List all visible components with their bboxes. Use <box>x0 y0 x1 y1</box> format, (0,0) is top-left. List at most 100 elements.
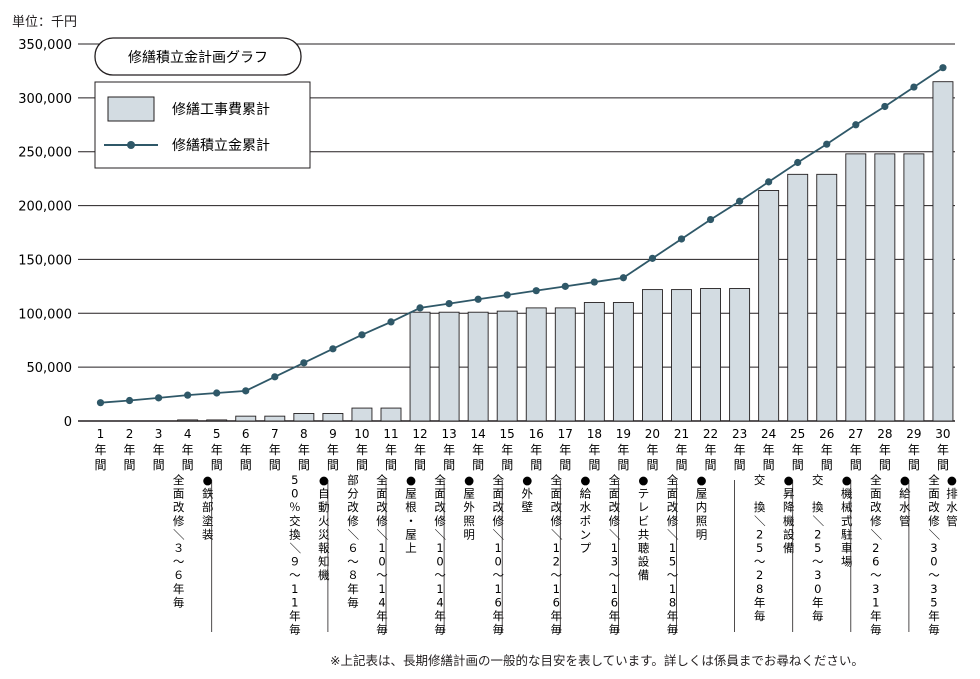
annotation-char: ／ <box>811 515 825 527</box>
annotation-char: ● <box>522 473 532 487</box>
annotation-char: 面 <box>667 487 679 501</box>
annotation-char: 1 <box>669 541 676 555</box>
annotation-char: 修 <box>667 514 679 528</box>
annotation-char: 外 <box>522 487 534 501</box>
x-category-label: 9 年間 <box>327 427 339 472</box>
annotation-char: 毎 <box>870 623 882 637</box>
x-category-number: 11 <box>383 427 398 441</box>
x-category-suffix: 年 <box>240 443 252 457</box>
annotation-char: ン <box>580 527 592 541</box>
annotation-char: 改 <box>173 500 185 514</box>
annotation-char: 1 <box>436 582 443 596</box>
annotation-char: 修 <box>609 514 621 528</box>
annotation-char: 換 <box>754 500 766 514</box>
annotation-char: 1 <box>378 541 385 555</box>
annotation-char: 毎 <box>347 595 359 609</box>
x-category-label: 3 年間 <box>153 427 165 472</box>
annotation-char: 毎 <box>434 623 446 637</box>
x-category-number: 17 <box>558 427 573 441</box>
x-category-label: 1 年間 <box>94 427 106 472</box>
annotation-char: 6 <box>872 555 879 569</box>
x-category-number: 19 <box>616 427 631 441</box>
annotation-char: ● <box>842 473 852 487</box>
line-point <box>706 215 715 224</box>
x-category-number: 4 <box>184 427 192 441</box>
annotation-char: 全 <box>492 473 504 487</box>
annotation-char: 昇 <box>783 487 795 501</box>
x-category-suffix: 間 <box>356 458 368 472</box>
annotation-char: 降 <box>783 500 795 514</box>
annotation-char: 全 <box>667 473 679 487</box>
x-category-number: 9 <box>329 427 337 441</box>
annotation-char: ／ <box>869 529 883 541</box>
y-tick-label: 100,000 <box>18 307 72 322</box>
annotation-char: 改 <box>492 500 504 514</box>
annotation-char: ３ <box>173 541 185 555</box>
x-category-label: 14 年間 <box>471 427 486 472</box>
annotation-char: 設 <box>638 555 650 569</box>
annotation-char: 1 <box>872 595 879 609</box>
annotation-char: ６ <box>173 568 185 582</box>
y-tick-label: 50,000 <box>27 361 73 376</box>
annotation-char: 設 <box>783 527 795 541</box>
annotation-char: 面 <box>609 487 621 501</box>
x-category-number: 25 <box>790 427 805 441</box>
x-category-number: 14 <box>471 427 486 441</box>
x-category-label: 6 年間 <box>240 427 252 472</box>
bar <box>874 153 896 422</box>
annotation-char: 屋 <box>463 487 475 501</box>
annotation-char: 全 <box>173 473 185 487</box>
x-category-suffix: 間 <box>414 458 426 472</box>
x-category-suffix: 間 <box>588 458 600 472</box>
x-category-number: 12 <box>412 427 427 441</box>
annotation-char: 1 <box>378 582 385 596</box>
x-category-suffix: 年 <box>588 443 600 457</box>
bar <box>816 173 838 422</box>
line-point <box>648 254 657 262</box>
annotation-char: 1 <box>495 582 502 596</box>
annotation-char: ８ <box>347 568 359 582</box>
annotation-char: 内 <box>696 500 708 514</box>
line-point <box>677 235 686 243</box>
x-category-suffix: 年 <box>414 443 426 457</box>
x-category-suffix: 年 <box>327 443 339 457</box>
annotation-char: 場 <box>841 555 853 569</box>
x-category-suffix: 間 <box>821 458 833 472</box>
annotation-char: 〜 <box>667 568 679 582</box>
x-category-suffix: 間 <box>734 458 746 472</box>
bar <box>264 415 286 422</box>
x-category-suffix: 年 <box>908 443 920 457</box>
annotation-char: 5 <box>756 541 763 555</box>
line-point <box>852 121 860 129</box>
bar <box>932 81 954 422</box>
annotation-char: 5 <box>291 473 298 487</box>
x-category-label: 7 年間 <box>269 427 281 472</box>
annotation-char: ● <box>580 473 590 487</box>
x-category-suffix: 年 <box>734 443 746 457</box>
line-point <box>184 391 192 399</box>
x-category-number: 15 <box>500 427 515 441</box>
x-category-number: 16 <box>529 427 544 441</box>
annotation-char: 年 <box>609 609 621 623</box>
annotation-char: 管 <box>946 514 958 528</box>
line-point <box>358 331 366 339</box>
line-point <box>155 394 163 402</box>
annotation-char: ／ <box>549 529 563 541</box>
line-point <box>416 304 424 312</box>
annotation-char: 修 <box>551 514 563 528</box>
annotation-char: 修 <box>376 514 388 528</box>
x-category-suffix: 年 <box>792 443 804 457</box>
annotation-char: 修 <box>434 514 446 528</box>
x-category-number: 23 <box>732 427 747 441</box>
x-category-suffix: 年 <box>298 443 310 457</box>
x-category-suffix: 年 <box>763 443 775 457</box>
annotation-char: 面 <box>928 487 940 501</box>
bar <box>409 311 431 422</box>
x-category-label: 24 年間 <box>761 427 776 472</box>
annotation-char: ビ <box>638 514 650 528</box>
annotation-char: 6 <box>553 595 560 609</box>
x-category-number: 6 <box>242 427 250 441</box>
